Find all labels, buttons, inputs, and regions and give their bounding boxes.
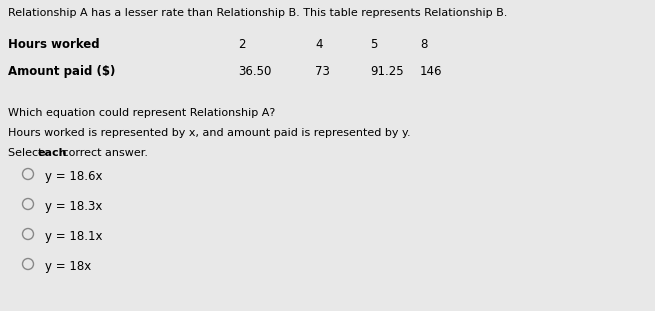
Text: Which equation could represent Relationship A?: Which equation could represent Relations… bbox=[8, 108, 275, 118]
Text: 5: 5 bbox=[370, 38, 377, 51]
Text: y = 18.1x: y = 18.1x bbox=[45, 230, 102, 243]
Text: Hours worked: Hours worked bbox=[8, 38, 100, 51]
Text: Amount paid ($): Amount paid ($) bbox=[8, 65, 115, 78]
Text: 4: 4 bbox=[315, 38, 322, 51]
Text: Hours worked is represented by x, and amount paid is represented by y.: Hours worked is represented by x, and am… bbox=[8, 128, 411, 138]
Text: y = 18.6x: y = 18.6x bbox=[45, 170, 102, 183]
Text: correct answer.: correct answer. bbox=[59, 148, 148, 158]
Text: 146: 146 bbox=[420, 65, 443, 78]
Text: 91.25: 91.25 bbox=[370, 65, 403, 78]
Text: 73: 73 bbox=[315, 65, 330, 78]
Text: y = 18.3x: y = 18.3x bbox=[45, 200, 102, 213]
Text: Select: Select bbox=[8, 148, 46, 158]
Text: each: each bbox=[37, 148, 67, 158]
Text: 8: 8 bbox=[420, 38, 427, 51]
Text: 2: 2 bbox=[238, 38, 246, 51]
Text: y = 18x: y = 18x bbox=[45, 260, 91, 273]
Text: 36.50: 36.50 bbox=[238, 65, 271, 78]
Text: Relationship A has a lesser rate than Relationship B. This table represents Rela: Relationship A has a lesser rate than Re… bbox=[8, 8, 508, 18]
